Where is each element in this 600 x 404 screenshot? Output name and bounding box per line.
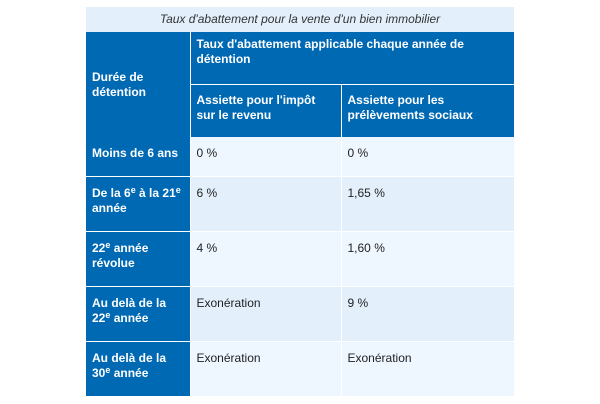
- social-levies-rate: 0 %: [341, 137, 515, 177]
- row-label-text: année: [110, 365, 149, 380]
- row-label-text: Moins de 6 ans: [92, 146, 179, 160]
- header-social-levies-base: Assiette pour les prélèvements sociaux: [341, 84, 515, 137]
- table-row: 22e année révolue 4 % 1,60 %: [86, 231, 515, 287]
- row-label: De la 6e à la 21e année: [86, 176, 191, 232]
- row-label-text: De la 6: [92, 185, 131, 200]
- row-label-text: à la 21: [135, 185, 176, 200]
- superscript: e: [130, 184, 136, 195]
- table-row: De la 6e à la 21e année 6 % 1,65 %: [86, 176, 515, 232]
- row-label: Au delà de la 30e année: [86, 341, 191, 396]
- social-levies-rate: 9 %: [341, 286, 515, 342]
- table-caption: Taux d'abattement pour la vente d'un bie…: [86, 7, 515, 32]
- row-label-text: Au delà de la 30: [92, 350, 167, 380]
- income-tax-rate: Exonération: [190, 286, 342, 342]
- row-label-text: année révolue: [92, 240, 149, 270]
- row-label-text: année: [110, 310, 149, 325]
- social-levies-rate: Exonération: [341, 341, 515, 396]
- income-tax-rate: 6 %: [190, 176, 342, 232]
- row-label: Au delà de la 22e année: [86, 286, 191, 342]
- abatement-table-container: Taux d'abattement pour la vente d'un bie…: [86, 7, 515, 396]
- superscript: e: [105, 309, 111, 320]
- table-row: Au delà de la 30e année Exonération Exon…: [86, 341, 515, 396]
- superscript: e: [105, 364, 111, 375]
- income-tax-rate: Exonération: [190, 341, 342, 396]
- header-income-tax-base: Assiette pour l'impôt sur le revenu: [190, 84, 342, 137]
- row-label-text: année: [92, 200, 127, 215]
- superscript: e: [105, 239, 111, 250]
- superscript: e: [175, 184, 181, 195]
- social-levies-rate: 1,60 %: [341, 231, 515, 287]
- row-label: Moins de 6 ans: [86, 137, 191, 177]
- abatement-table: Taux d'abattement pour la vente d'un bie…: [86, 7, 515, 396]
- income-tax-rate: 0 %: [190, 137, 342, 177]
- social-levies-rate: 1,65 %: [341, 176, 515, 232]
- header-annual-rate-group: Taux d'abattement applicable chaque anné…: [190, 32, 515, 85]
- table-row: Au delà de la 22e année Exonération 9 %: [86, 286, 515, 342]
- table-row: Moins de 6 ans 0 % 0 %: [86, 137, 515, 177]
- income-tax-rate: 4 %: [190, 231, 342, 287]
- row-label: 22e année révolue: [86, 231, 191, 287]
- row-label-text: Au delà de la 22: [92, 295, 167, 325]
- row-label-text: 22: [92, 240, 106, 255]
- header-holding-period: Durée de détention: [86, 32, 191, 137]
